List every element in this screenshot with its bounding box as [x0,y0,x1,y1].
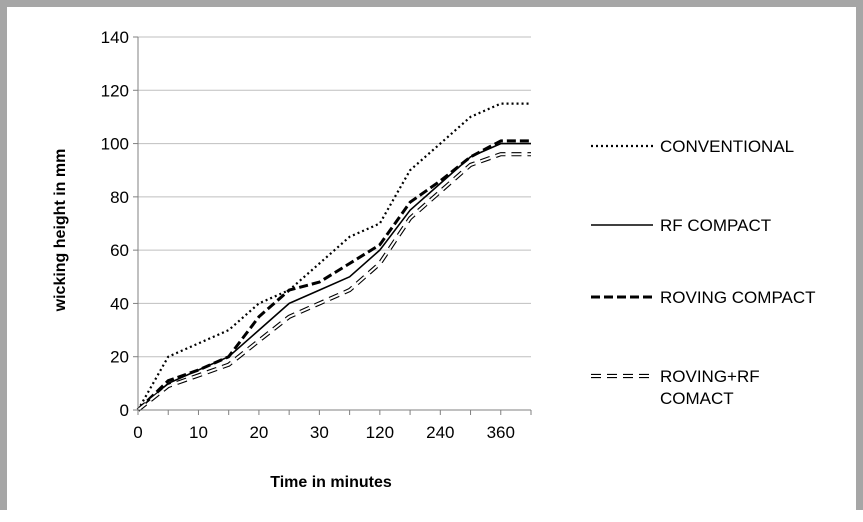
x-axis-label: Time in minutes [270,474,392,491]
x-tick-labels: 0 10 20 30 120 240 360 [133,423,515,442]
chart-frame: 0 20 40 60 80 100 120 140 0 10 20 30 120 240 360 wick… [0,0,863,510]
y-tick-label: 100 [101,135,129,154]
legend-label: CONVENTIONAL [660,137,794,156]
y-tick-label: 20 [110,348,129,367]
x-tick-label: 360 [487,423,515,442]
y-tick-label: 120 [101,81,129,100]
series-lines [136,102,531,412]
x-tick-label: 20 [249,423,268,442]
y-tick-label: 0 [120,401,129,420]
y-tick-label: 140 [101,28,129,47]
y-tick-labels: 0 20 40 60 80 100 120 140 [101,28,129,420]
grid-lines [138,36,531,358]
series-line-roving-compact [136,139,531,412]
series-line-roving-rf-comact-inner [137,153,531,411]
x-tick-label: 30 [310,423,329,442]
line-chart: 0 20 40 60 80 100 120 140 0 10 20 30 120 240 360 wick… [52,28,816,491]
legend-label: ROVING COMPACT [660,288,816,307]
x-tick-label: 240 [426,423,454,442]
legend-label: RF COMPACT [660,216,771,235]
y-tick-label: 80 [110,188,129,207]
series-line-conventional [137,102,531,411]
x-tick-label: 10 [189,423,208,442]
legend: CONVENTIONAL RF COMPACT ROVING COMPACT ROVI… [591,137,816,408]
y-tick-label: 60 [110,241,129,260]
axes [133,36,532,415]
x-tick-label: 120 [366,423,394,442]
x-tick-label: 0 [133,423,142,442]
y-axis-label: wicking height in mm [52,149,69,313]
y-tick-label: 40 [110,294,129,313]
legend-label: ROVING+RF COMACT [660,367,760,408]
